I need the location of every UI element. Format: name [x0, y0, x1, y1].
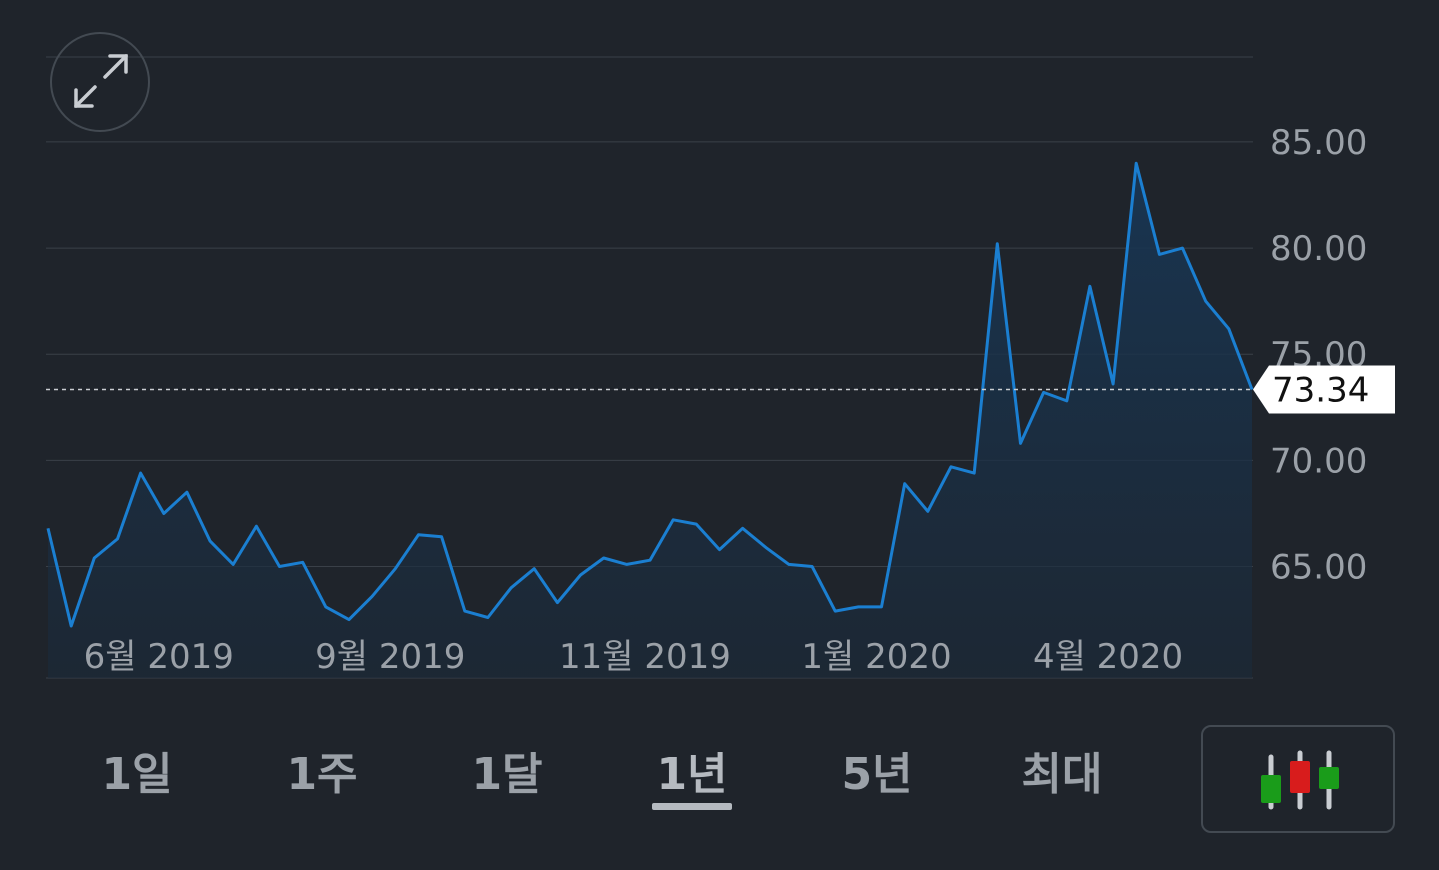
- x-tick-label: 11월 2019: [559, 637, 731, 677]
- chart-type-button[interactable]: [1201, 725, 1395, 833]
- y-tick-label: 70.00: [1270, 441, 1367, 481]
- x-tick-label: 9월 2019: [315, 637, 465, 677]
- x-tick-label: 4월 2020: [1033, 637, 1183, 677]
- y-tick-label: 65.00: [1270, 548, 1367, 588]
- range-max-button[interactable]: 최대: [997, 730, 1127, 820]
- x-tick-label: 1월 2020: [801, 637, 951, 677]
- current-price-tag: 73.34: [1253, 365, 1395, 414]
- range-1m-button[interactable]: 1달: [442, 730, 572, 820]
- x-axis-labels: 6월 2019 9월 2019 11월 2019 1월 2020 4월 2020: [84, 637, 1184, 677]
- price-line: [46, 161, 1254, 628]
- range-1y-label: 1년: [656, 749, 728, 800]
- range-5y-button[interactable]: 5년: [812, 730, 942, 820]
- candlestick-icon: [1261, 750, 1339, 810]
- selected-range-underline: [652, 803, 732, 810]
- range-1y-button[interactable]: 1년: [627, 730, 757, 820]
- time-range-selector: 1일 1주 1달 1년 5년 최대: [42, 730, 1162, 830]
- range-1d-button[interactable]: 1일: [72, 730, 202, 820]
- y-tick-label: 80.00: [1270, 229, 1367, 269]
- y-tick-label: 85.00: [1270, 123, 1367, 163]
- x-tick-label: 6월 2019: [84, 637, 234, 677]
- expand-button[interactable]: [50, 32, 150, 132]
- expand-arrows-icon: [74, 54, 128, 108]
- price-area-fill: [48, 163, 1252, 678]
- current-price-label: 73.34: [1272, 370, 1369, 410]
- range-1w-button[interactable]: 1주: [257, 730, 387, 820]
